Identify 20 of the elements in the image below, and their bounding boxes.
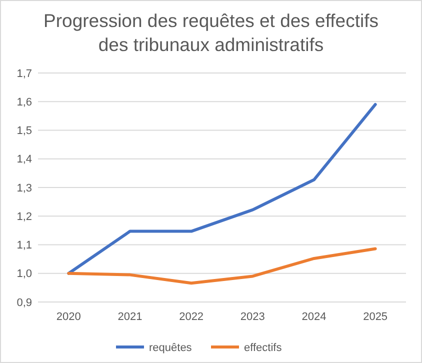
y-tick-label: 1,0 [16,268,32,280]
y-tick-label: 1,6 [16,96,32,108]
y-tick-label: 1,7 [16,68,32,80]
y-tick-label: 1,4 [16,154,32,166]
legend-label: effectifs [244,342,282,354]
y-tick-label: 1,5 [16,125,32,138]
x-tick-label: 2023 [240,311,265,323]
x-tick-label: 2020 [56,311,81,323]
line-series [67,247,377,285]
y-tick-label: 1,1 [16,240,32,252]
legend-label: requêtes [149,342,192,354]
x-tick-label: 2024 [302,311,326,323]
line-series [67,102,377,275]
x-tick-label: 2022 [179,311,204,323]
x-tick-label: 2021 [118,311,142,323]
y-tick-label: 1,2 [16,210,32,223]
chart-title: Progression des requêtes et des effectifs des tribunaux administratifs [44,10,378,55]
y-tick-label: 1,3 [16,182,32,194]
x-tick-label: 2025 [363,311,388,323]
y-tick-label: 0,9 [16,296,32,309]
